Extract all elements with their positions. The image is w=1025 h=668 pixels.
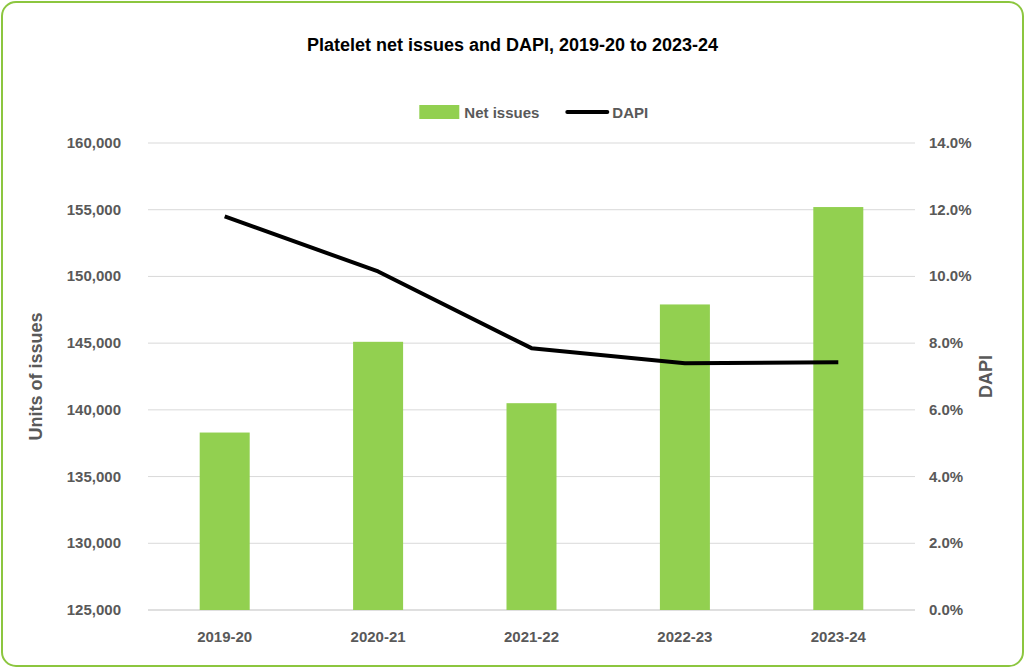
legend-label: Net issues	[464, 104, 539, 121]
y-axis-title: Units of issues	[26, 312, 46, 440]
y2-tick-label: 10.0%	[929, 267, 972, 284]
chart-svg: Platelet net issues and DAPI, 2019-20 to…	[0, 0, 1025, 668]
bar	[507, 403, 557, 610]
y2-tick-label: 2.0%	[929, 534, 963, 551]
y2-tick-label: 6.0%	[929, 401, 963, 418]
legend-swatch	[567, 110, 607, 114]
y-tick-label: 160,000	[67, 134, 121, 151]
grid-line	[148, 209, 915, 210]
y2-axis-title: DAPI	[976, 355, 996, 398]
x-tick-label: 2019-20	[197, 628, 252, 645]
chart-frame	[2, 2, 1023, 666]
y-tick-label: 155,000	[67, 201, 121, 218]
y-tick-label: 130,000	[67, 534, 121, 551]
y-tick-label: 145,000	[67, 334, 121, 351]
y2-tick-label: 12.0%	[929, 201, 972, 218]
x-tick-label: 2021-22	[504, 628, 559, 645]
y-tick-label: 125,000	[67, 601, 121, 618]
grid-line	[148, 343, 915, 344]
chart-title: Platelet net issues and DAPI, 2019-20 to…	[307, 35, 718, 55]
bar	[660, 304, 710, 610]
bar	[200, 433, 250, 610]
legend-swatch	[419, 105, 459, 119]
y-tick-label: 150,000	[67, 267, 121, 284]
grid-line	[148, 276, 915, 277]
y-tick-label: 140,000	[67, 401, 121, 418]
bar	[353, 342, 403, 610]
legend-label: DAPI	[612, 104, 648, 121]
x-tick-label: 2020-21	[351, 628, 406, 645]
legend: Net issues DAPI	[419, 104, 648, 121]
y2-tick-label: 14.0%	[929, 134, 972, 151]
bar	[813, 207, 863, 610]
plot-area	[200, 207, 864, 610]
x-tick-label: 2023-24	[811, 628, 867, 645]
y2-tick-label: 0.0%	[929, 601, 963, 618]
grid-line	[148, 143, 915, 144]
chart-container: Platelet net issues and DAPI, 2019-20 to…	[0, 0, 1025, 668]
y-tick-label: 135,000	[67, 468, 121, 485]
line	[225, 216, 839, 363]
y2-tick-label: 8.0%	[929, 334, 963, 351]
y2-tick-label: 4.0%	[929, 468, 963, 485]
x-tick-label: 2022-23	[657, 628, 712, 645]
